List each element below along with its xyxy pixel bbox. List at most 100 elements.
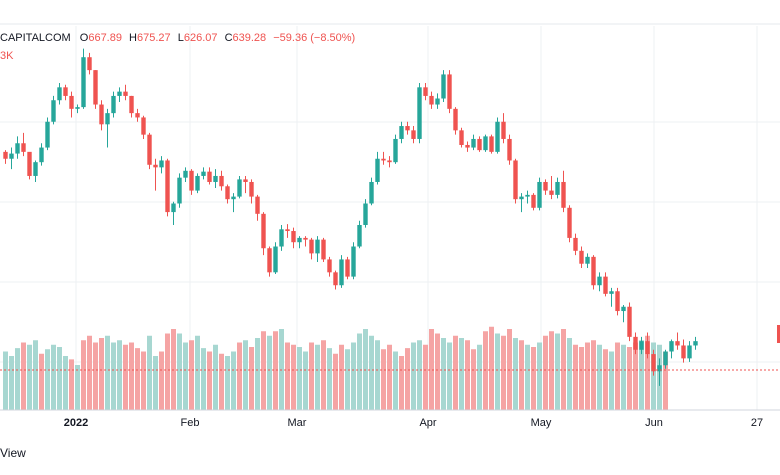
volume-bar-57: [345, 349, 350, 410]
candle-2: [15, 136, 20, 159]
volume-bar-29: [177, 333, 182, 410]
volume-bar-9: [57, 347, 62, 410]
candle-40: [243, 175, 248, 194]
candle-15: [93, 70, 98, 109]
candle-24: [147, 132, 152, 170]
volume-bar-4: [27, 344, 32, 410]
candle-51: [309, 237, 314, 260]
volume-bar-75: [453, 335, 458, 410]
volume-bar-80: [483, 331, 488, 410]
volume-bars: [3, 326, 668, 410]
candle-4: [27, 151, 32, 180]
last-price-marker: [777, 325, 780, 343]
candle-101: [609, 287, 614, 307]
candle-11: [69, 91, 74, 118]
close-value: 639.28: [232, 32, 267, 44]
volume-bar-39: [237, 342, 242, 410]
volume-bar-35: [213, 344, 218, 410]
volume-bar-64: [387, 344, 392, 410]
volume-bar-34: [207, 351, 212, 410]
volume-bar-81: [489, 326, 494, 410]
volume-bar-51: [309, 342, 314, 410]
candle-89: [537, 177, 542, 211]
volume-bar-78: [471, 349, 476, 410]
candle-62: [375, 151, 380, 185]
x-tick-0: 2022: [64, 417, 88, 429]
candle-75: [453, 107, 458, 135]
ohlc-legend: CAPITALCOM O667.89 H675.27 L626.07 C639.…: [0, 32, 359, 44]
candle-27: [165, 158, 170, 217]
open-key: O: [79, 32, 89, 44]
candle-77: [465, 141, 470, 152]
volume-bar-103: [621, 344, 626, 410]
candle-31: [189, 169, 194, 195]
candle-71: [429, 91, 434, 109]
x-tick-6: 27: [751, 417, 763, 429]
candle-46: [279, 225, 284, 251]
candle-93: [561, 170, 566, 213]
volume-bar-47: [285, 342, 290, 410]
volume-bar-26: [159, 351, 164, 410]
volume-bar-74: [447, 342, 452, 410]
candle-97: [585, 253, 590, 269]
volume-bar-107: [645, 335, 650, 410]
volume-bar-3: [21, 342, 26, 410]
volume-bar-14: [87, 335, 92, 410]
volume-bar-59: [357, 333, 362, 410]
candle-53: [321, 237, 326, 262]
volume-bar-23: [141, 351, 146, 410]
high-value: 675.27: [137, 32, 171, 44]
volume-bar-38: [231, 351, 236, 410]
candle-0: [3, 150, 8, 164]
volume-bar-90: [543, 335, 548, 410]
volume-bar-96: [579, 347, 584, 410]
volume-bar-27: [165, 333, 170, 410]
volume-bar-68: [411, 342, 416, 410]
volume-bar-17: [105, 335, 110, 410]
candle-64: [387, 156, 392, 168]
candle-9: [57, 83, 62, 105]
volume-bar-18: [111, 342, 116, 410]
volume-bar-24: [147, 335, 152, 410]
volume-bar-71: [429, 329, 434, 410]
volume-bar-91: [549, 331, 554, 410]
candle-20: [123, 84, 128, 101]
volume-bar-61: [369, 335, 374, 410]
volume-bar-65: [393, 351, 398, 410]
volume-bar-69: [417, 340, 422, 410]
volume-bar-30: [183, 342, 188, 410]
candle-37: [225, 184, 230, 204]
volume-bar-70: [423, 344, 428, 410]
candle-58: [351, 242, 356, 280]
volume-bar-79: [477, 344, 482, 410]
candle-92: [555, 177, 560, 199]
x-tick-2: Mar: [288, 417, 307, 429]
volume-bar-48: [291, 344, 296, 410]
candle-80: [483, 134, 488, 152]
volume-bar-99: [597, 344, 602, 410]
close-key: C: [224, 32, 233, 44]
candle-86: [519, 193, 524, 213]
candle-39: [237, 175, 242, 199]
volume-bar-85: [513, 338, 518, 410]
volume-bar-22: [135, 348, 140, 410]
candle-12: [75, 104, 80, 114]
candle-114: [687, 341, 692, 362]
volume-bar-63: [381, 349, 386, 410]
footer-view-link[interactable]: View: [0, 446, 26, 460]
candle-29: [177, 173, 182, 208]
low-value: 626.07: [183, 32, 218, 44]
candle-74: [447, 70, 452, 114]
volume-bar-54: [327, 348, 332, 410]
candle-50: [303, 236, 308, 247]
volume-bar-102: [615, 342, 620, 410]
candle-60: [363, 199, 368, 228]
volume-bar-101: [609, 351, 614, 410]
volume-bar-89: [537, 342, 542, 410]
candle-104: [627, 302, 632, 342]
candle-17: [105, 108, 110, 148]
volume-bar-2: [15, 348, 20, 410]
open-value: 667.89: [88, 32, 122, 44]
